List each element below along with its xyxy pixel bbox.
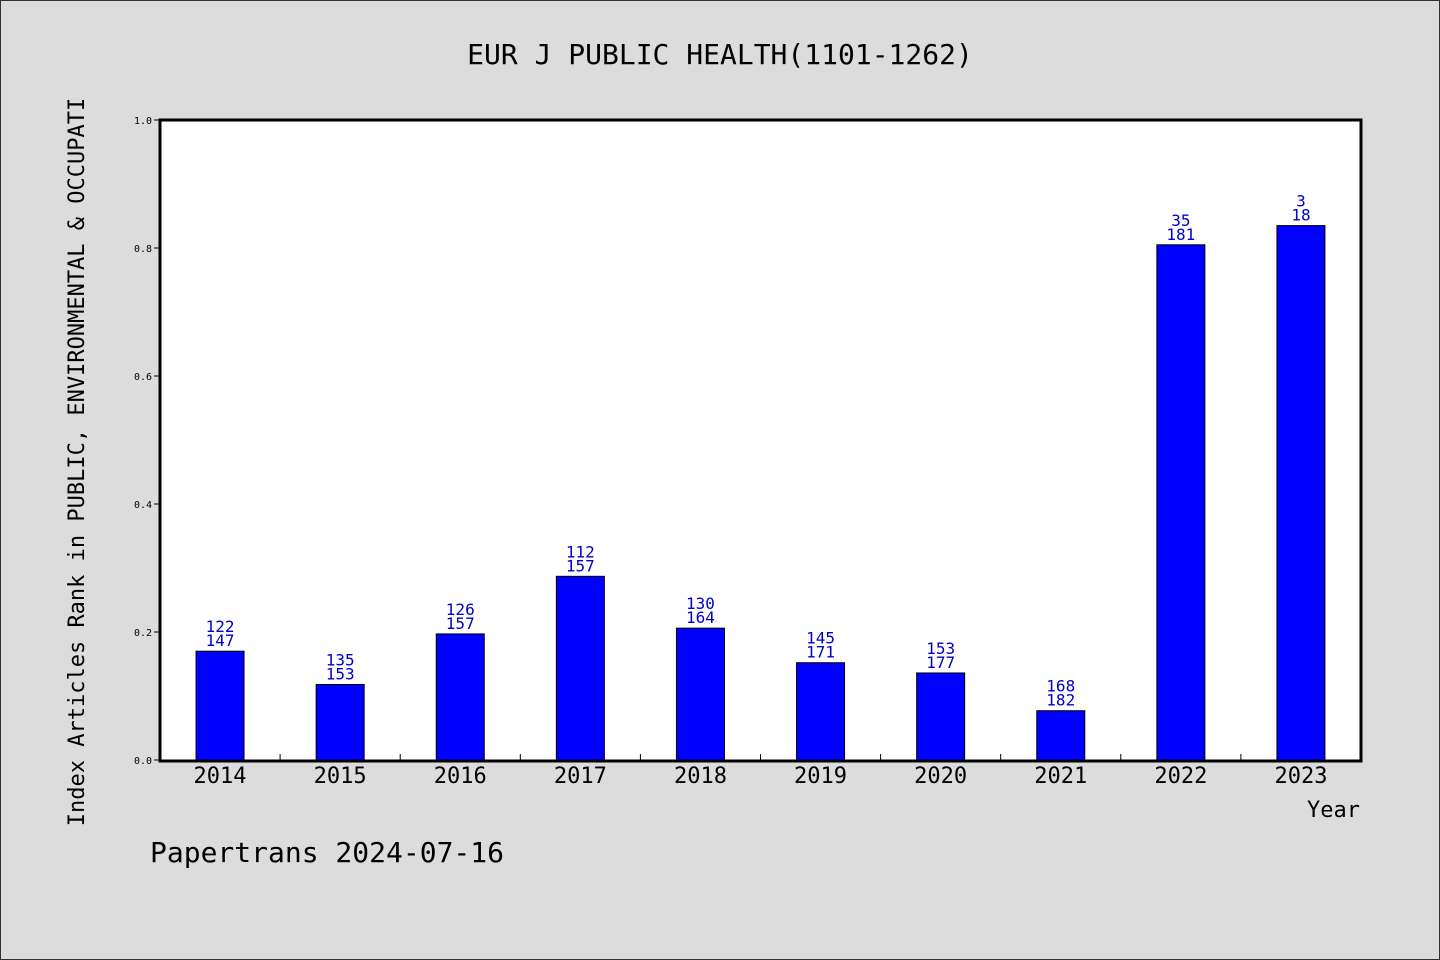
x-tick-label: 2022	[1154, 764, 1207, 789]
x-tick-label: 2015	[314, 764, 367, 789]
data-label-total: 182	[1046, 691, 1075, 710]
data-label-total: 171	[806, 643, 835, 662]
y-axis-label: Index Articles Rank in PUBLIC, ENVIRONME…	[65, 98, 90, 826]
bar-2023	[1276, 225, 1326, 761]
data-label-rank: 168	[1046, 677, 1075, 696]
data-label-rank: 35	[1171, 211, 1190, 230]
data-label-rank: 3	[1296, 192, 1306, 211]
bar-2014	[195, 650, 245, 761]
data-label-rank: 126	[446, 600, 475, 619]
y-tick-label: 0.4	[134, 500, 152, 511]
bar-2018	[675, 627, 725, 761]
y-tick-label: 0.6	[134, 372, 152, 383]
x-tick-label: 2021	[1034, 764, 1087, 789]
data-label-rank: 112	[566, 542, 595, 561]
bar-2015	[315, 683, 365, 761]
data-label-total: 147	[206, 631, 235, 650]
x-tick-label: 2016	[434, 764, 487, 789]
y-tick-label: 0.0	[134, 756, 152, 767]
data-label-rank: 135	[326, 650, 355, 669]
x-tick-label: 2017	[554, 764, 607, 789]
y-axis-ticks: 0.0 0.2 0.4 0.6 0.8 1.0	[134, 116, 160, 767]
chart-title: EUR J PUBLIC HEALTH(1101-1262)	[467, 38, 973, 71]
x-tick-label: 2019	[794, 764, 847, 789]
data-label-total: 177	[926, 653, 955, 672]
data-label-total: 164	[686, 608, 715, 627]
bar-2022	[1156, 244, 1206, 761]
bar-2021	[1036, 710, 1086, 761]
data-label-total: 181	[1166, 225, 1195, 244]
x-tick-label: 2020	[914, 764, 967, 789]
data-label-total: 157	[566, 556, 595, 575]
bar-2017	[555, 575, 605, 761]
data-label-rank: 130	[686, 594, 715, 613]
data-label-total: 18	[1291, 206, 1310, 225]
data-label-rank: 153	[926, 639, 955, 658]
x-axis-label: Year	[1307, 798, 1360, 823]
data-label-rank: 145	[806, 629, 835, 648]
data-label-rank: 122	[206, 617, 235, 636]
x-tick-label: 2014	[194, 764, 247, 789]
y-tick-label: 0.2	[134, 628, 152, 639]
footer-date: Papertrans 2024-07-16	[150, 836, 504, 869]
y-tick-label: 0.8	[134, 244, 152, 255]
bar-series	[195, 225, 1326, 761]
bar-2016	[435, 633, 485, 761]
bar-2020	[916, 672, 966, 761]
data-label-total: 153	[326, 664, 355, 683]
x-tick-label: 2018	[674, 764, 727, 789]
bar-2019	[796, 662, 846, 761]
data-label-total: 157	[446, 614, 475, 633]
y-tick-label: 1.0	[134, 116, 152, 127]
x-axis-ticks: 2014 2015 2016 2017 2018 2019 2020 2021 2022 2023	[194, 754, 1327, 789]
x-tick-label: 2023	[1274, 764, 1327, 789]
